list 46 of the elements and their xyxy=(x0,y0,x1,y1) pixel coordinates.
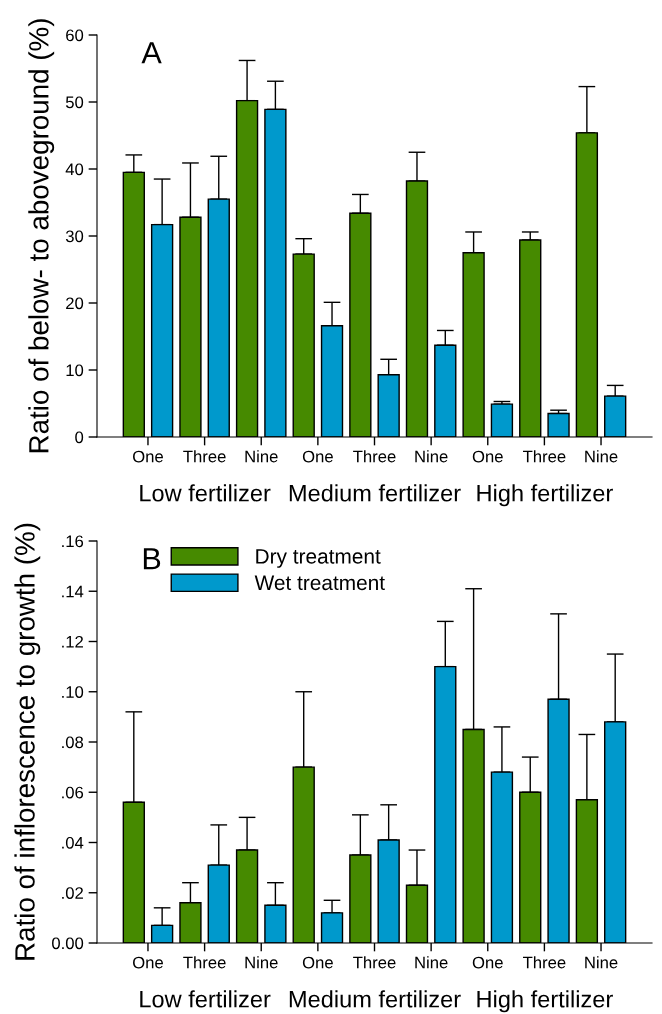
legend-label: Dry treatment xyxy=(256,549,381,568)
y-tick-label: 0.00 xyxy=(52,937,84,950)
y-tick-label: 40 xyxy=(65,163,84,176)
y-axis-title: Ratio of inflorescence to growth (%) xyxy=(14,523,41,960)
x-tick-label: Three xyxy=(353,956,396,969)
text: Low fertilizer xyxy=(140,990,271,1008)
y-tick-label: .06 xyxy=(62,786,84,799)
x-tick-label: Three xyxy=(183,956,226,969)
x-tick-label: Nine xyxy=(415,956,448,969)
x-tick-label: One xyxy=(472,956,503,969)
x-tick-label: Nine xyxy=(585,956,618,969)
annotation: B xyxy=(143,548,161,570)
text: Medium fertilizer xyxy=(289,990,461,1008)
y-tick-label: .04 xyxy=(62,836,84,849)
y-tick-label: .16 xyxy=(62,535,84,548)
x-tick-label: Three xyxy=(353,450,396,463)
x-tick-label: Nine xyxy=(585,450,618,463)
y-tick-label: 20 xyxy=(66,297,84,310)
x-tick-label: Nine xyxy=(245,450,278,463)
y-axis-title: Ratio of below- to aboveground (%) xyxy=(28,19,55,453)
x-tick-label: Three xyxy=(523,450,566,463)
x-tick-label: One xyxy=(302,450,333,463)
annotation: A xyxy=(141,42,162,64)
text: High fertilizer xyxy=(477,484,613,507)
text: Medium fertilizer xyxy=(289,484,461,502)
y-tick-label: 10 xyxy=(66,364,84,377)
y-tick-label: 0 xyxy=(75,431,84,444)
x-tick-label: Three xyxy=(523,956,566,969)
x-tick-label: One xyxy=(472,450,503,463)
y-tick-label: .14 xyxy=(62,585,84,598)
y-tick-label: .12 xyxy=(62,635,83,648)
legend-label: Wet treatment xyxy=(254,575,385,591)
y-tick-label: 30 xyxy=(65,230,84,243)
text: High fertilizer xyxy=(477,990,613,1013)
text: Low fertilizer xyxy=(140,484,271,502)
x-tick-label: One xyxy=(133,956,163,969)
x-tick-label: Three xyxy=(183,450,226,463)
y-tick-label: 60 xyxy=(66,29,84,42)
x-tick-label: One xyxy=(302,956,333,969)
y-tick-label: .02 xyxy=(62,887,83,899)
x-tick-label: One xyxy=(133,450,163,463)
y-tick-label: .08 xyxy=(62,736,84,749)
y-tick-label: .10 xyxy=(62,686,84,698)
x-tick-label: Nine xyxy=(415,450,448,463)
x-tick-label: Nine xyxy=(245,956,278,969)
y-tick-label: 50 xyxy=(65,96,84,109)
